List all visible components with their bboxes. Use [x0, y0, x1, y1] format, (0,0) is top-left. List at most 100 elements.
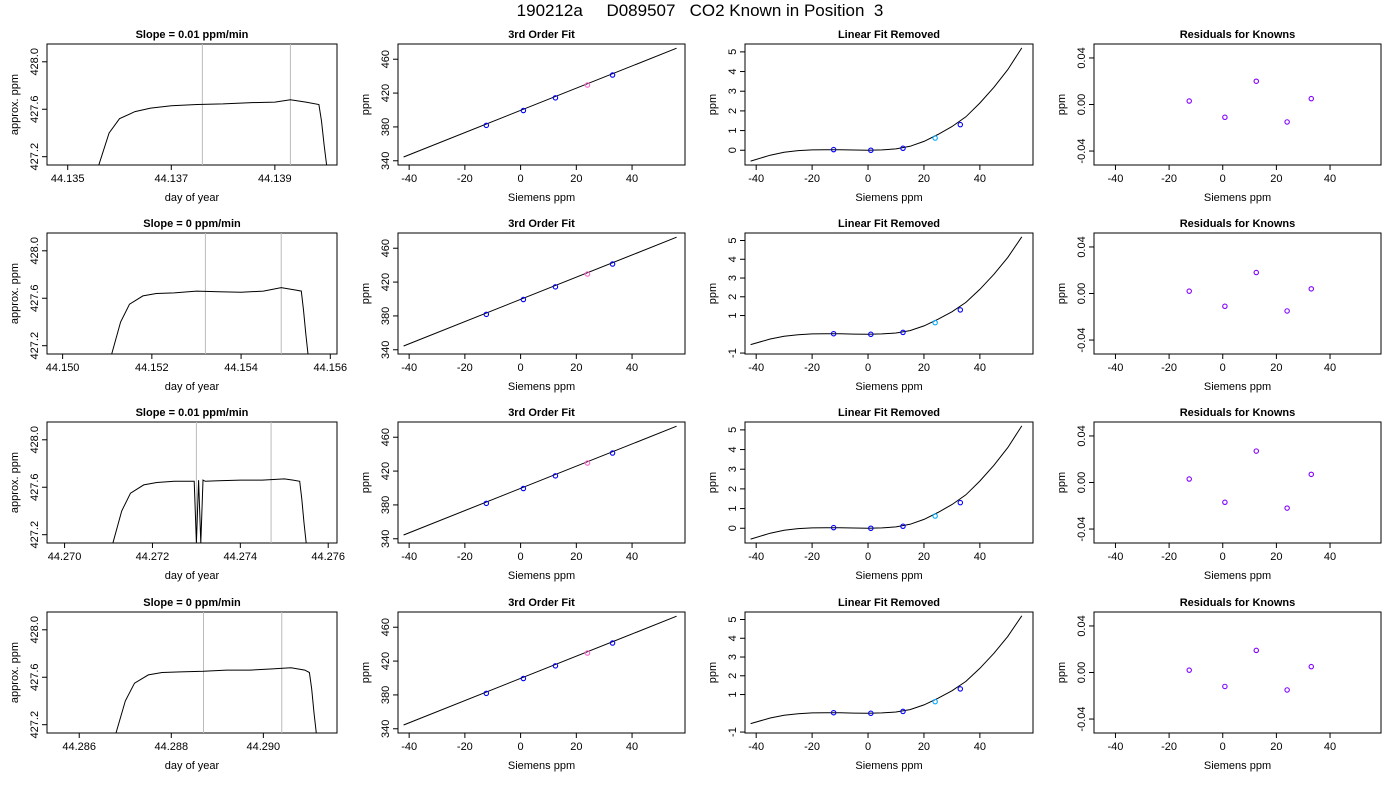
plot-title: 3rd Order Fit — [508, 597, 575, 609]
y-tick-label: 0 — [727, 147, 739, 153]
y-tick-label: 2 — [727, 673, 739, 679]
x-tick-label: 44.150 — [46, 362, 80, 374]
y-axis-label: ppm — [707, 94, 719, 115]
data-point — [868, 331, 874, 338]
y-tick-label: 0.00 — [1076, 283, 1088, 304]
panel-r1-c4: Residuals for Knowns -40 -20 0 20 40 -0.04 0.00… — [1056, 29, 1382, 204]
plot-area — [98, 44, 328, 165]
x-tick-label: 44.290 — [247, 741, 281, 753]
data-point — [520, 296, 527, 303]
panel-r2-c3: Linear Fit Removed -40 -20 0 20 40 -1 1 2 3 4 5 Siem… — [707, 218, 1034, 393]
y-axis-label: approx. ppm — [9, 263, 21, 324]
plot-frame — [1093, 43, 1382, 166]
plot-area — [750, 615, 1023, 725]
y-axis-label: ppm — [360, 662, 372, 683]
x-tick-label: -40 — [748, 741, 764, 753]
x-tick-label: 40 — [1324, 551, 1336, 563]
x-tick-label: -20 — [1161, 173, 1177, 185]
plot-area — [1186, 448, 1315, 511]
x-tick-label: 40 — [626, 173, 638, 185]
plot-frame — [46, 43, 338, 166]
plot-title: Slope = 0.01 ppm/min — [136, 407, 249, 419]
data-point — [609, 450, 616, 456]
plot-area — [111, 233, 309, 354]
x-tick-label: 0 — [865, 173, 871, 185]
y-tick-label: 428.0 — [29, 426, 41, 454]
x-axis-label: Siemens ppm — [508, 760, 575, 772]
x-tick-label: 20 — [570, 741, 582, 753]
panel-r3-c1: Slope = 0.01 ppm/min 44.270 44.272 44.274 44… — [9, 407, 345, 582]
plot-frame — [744, 232, 1034, 355]
x-tick-label: 40 — [974, 173, 986, 185]
x-axis-label: Siemens ppm — [855, 570, 922, 582]
y-tick-label: 5 — [727, 49, 739, 55]
data-point — [830, 146, 837, 153]
data-point — [900, 145, 906, 152]
data-point — [830, 524, 837, 531]
y-tick-label: 428.0 — [29, 48, 41, 76]
x-tick-label: -20 — [457, 173, 473, 185]
y-tick-label: 5 — [727, 237, 739, 243]
x-tick-label: 20 — [1270, 741, 1282, 753]
plot-frame — [397, 43, 686, 166]
x-tick-label: 20 — [1270, 362, 1282, 374]
x-tick-label: 20 — [918, 551, 930, 563]
y-tick-label: 427.6 — [29, 473, 41, 501]
plot-frame — [744, 43, 1034, 166]
x-tick-label: 40 — [974, 741, 986, 753]
plot-area — [750, 236, 1023, 346]
plot-frame — [397, 421, 686, 544]
data-point — [1284, 308, 1290, 314]
series-line — [403, 47, 677, 158]
y-tick-label: 420 — [380, 84, 392, 102]
x-axis-label: day of year — [165, 192, 220, 204]
x-tick-label: 44.276 — [311, 551, 345, 563]
y-tick-label: 460 — [380, 239, 392, 257]
data-point — [900, 523, 906, 530]
panel-r2-c4: Residuals for Knowns -40 -20 0 20 40 -0.04 0.00… — [1056, 218, 1382, 393]
x-tick-label: 20 — [1270, 173, 1282, 185]
data-point — [552, 663, 559, 669]
data-point — [1222, 499, 1228, 506]
y-tick-label: 0.04 — [1076, 615, 1088, 636]
x-tick-label: -40 — [1108, 551, 1124, 563]
plot-area — [403, 236, 677, 347]
x-tick-label: 44.156 — [313, 362, 347, 374]
x-axis-label: day of year — [165, 570, 220, 582]
y-tick-label: -0.04 — [1076, 516, 1088, 541]
y-axis-label: ppm — [360, 94, 372, 115]
x-tick-label: 20 — [918, 741, 930, 753]
y-tick-label: 460 — [380, 618, 392, 636]
y-tick-label: 427.6 — [29, 284, 41, 312]
x-tick-label: 0 — [518, 362, 524, 374]
y-tick-label: -0.04 — [1076, 138, 1088, 163]
y-tick-label: 340 — [380, 152, 392, 170]
x-axis-label: Siemens ppm — [508, 381, 575, 393]
y-tick-label: 4 — [727, 68, 739, 74]
data-point — [932, 319, 938, 326]
x-tick-label: 0 — [865, 551, 871, 563]
data-point — [900, 329, 906, 336]
data-point — [868, 525, 874, 531]
series-line — [750, 47, 1023, 162]
x-tick-label: 0 — [1220, 173, 1226, 185]
y-tick-label: 380 — [380, 118, 392, 136]
plot-title: 3rd Order Fit — [508, 218, 575, 230]
data-point — [1222, 114, 1228, 121]
y-tick-label: 420 — [380, 273, 392, 291]
x-axis-label: day of year — [165, 760, 220, 772]
y-tick-label: 4 — [727, 635, 739, 641]
series-line — [403, 615, 677, 726]
plot-area — [115, 612, 317, 733]
series-line — [750, 236, 1023, 346]
x-tick-label: -40 — [1108, 173, 1124, 185]
data-point — [1308, 286, 1315, 292]
plot-frame — [397, 611, 686, 734]
x-tick-label: 40 — [1324, 741, 1336, 753]
y-axis-label: approx. ppm — [9, 642, 21, 703]
y-tick-label: 5 — [727, 616, 739, 622]
x-tick-label: -40 — [1108, 362, 1124, 374]
x-tick-label: 44.288 — [154, 741, 188, 753]
y-tick-label: -0.04 — [1076, 706, 1088, 731]
data-point — [1222, 683, 1228, 690]
